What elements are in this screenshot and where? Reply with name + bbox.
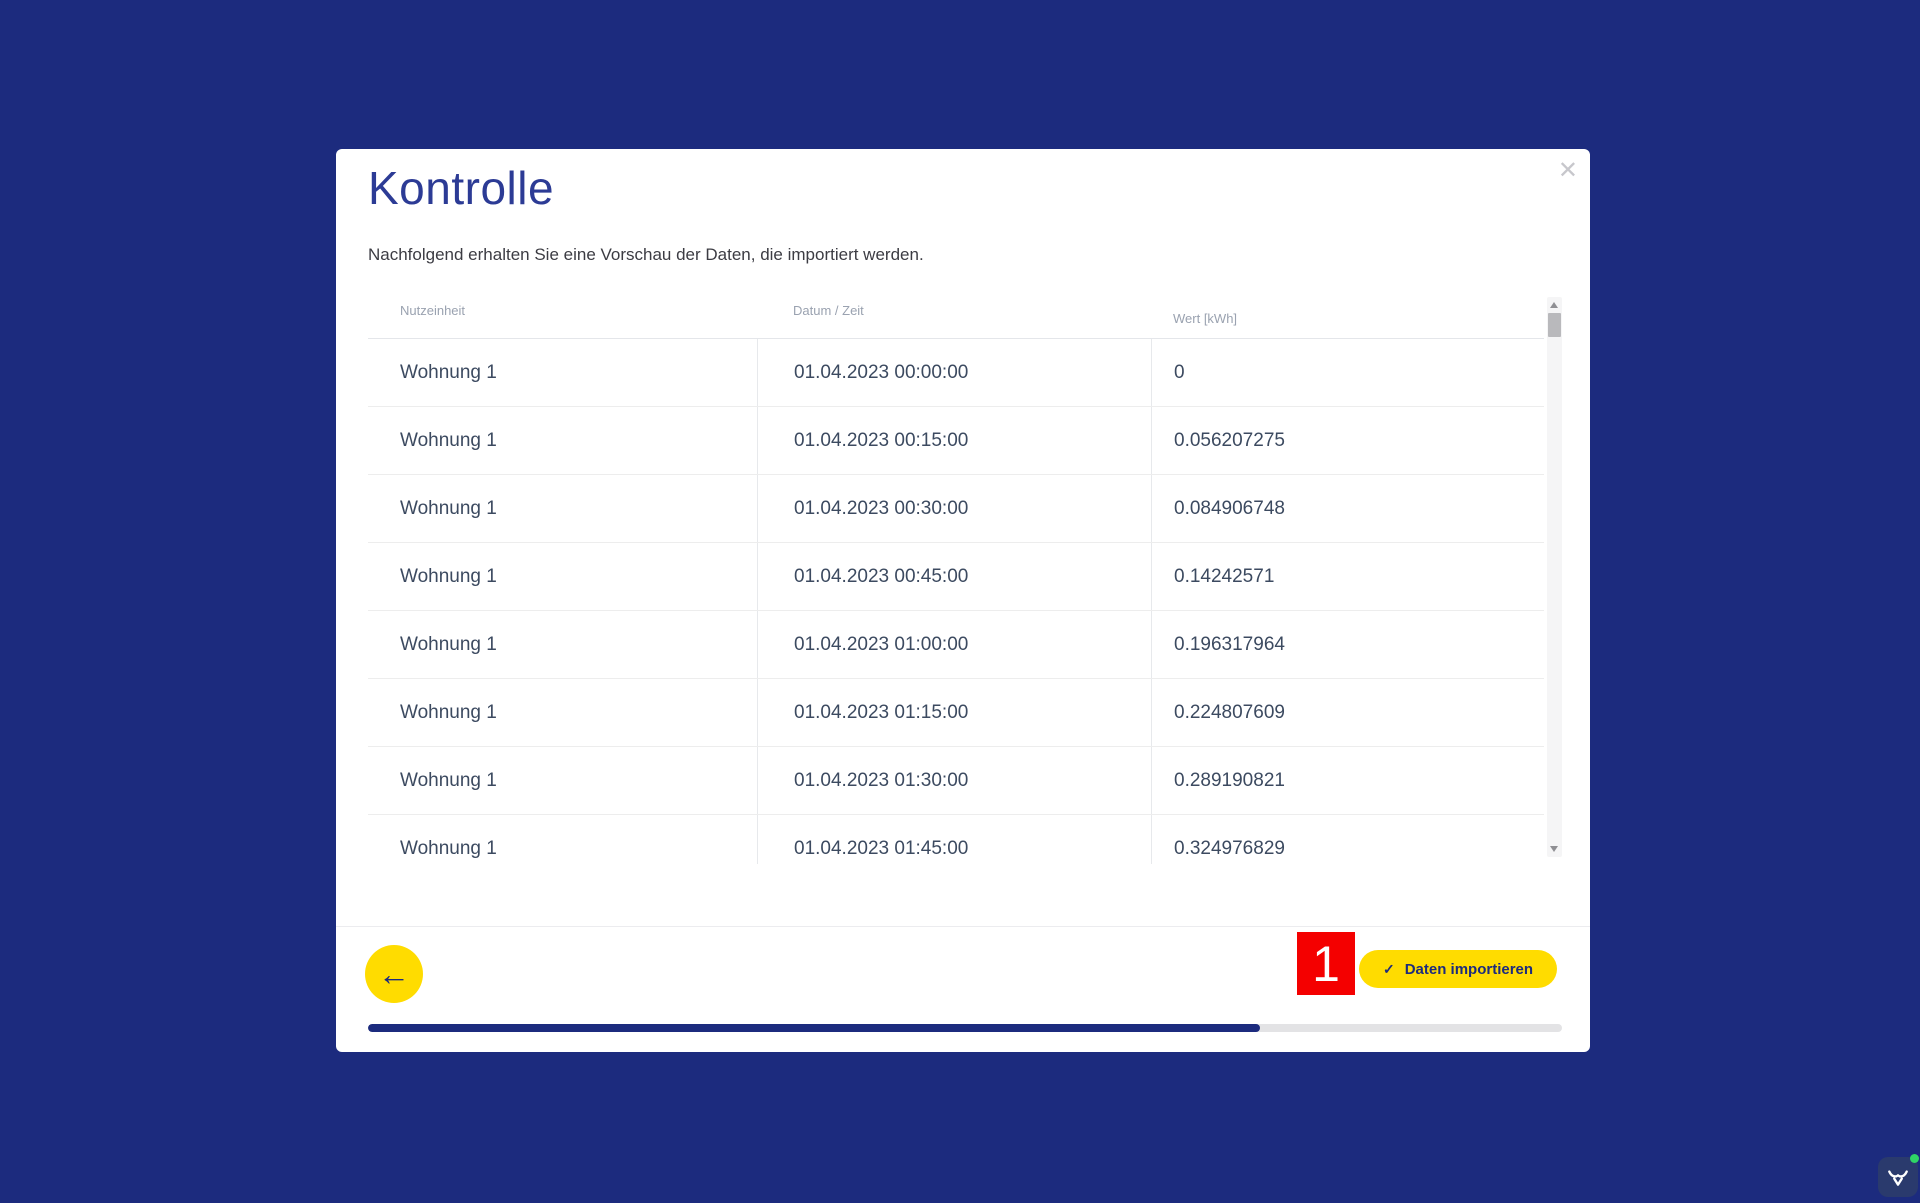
table-row: Wohnung 1 01.04.2023 00:45:00 0.14242571	[368, 543, 1544, 611]
cell-wert: 0.289190821	[1151, 747, 1544, 814]
column-header-datum-zeit: Datum / Zeit	[793, 303, 864, 318]
check-icon: ✓	[1382, 960, 1395, 977]
daten-importieren-button[interactable]: ✓ Daten importieren	[1359, 950, 1557, 988]
cell-nutzeinheit: Wohnung 1	[400, 429, 497, 451]
cell-wert: 0.196317964	[1151, 611, 1544, 678]
cell-wert: 0.324976829	[1151, 815, 1544, 864]
brand-logo-icon	[1888, 1170, 1908, 1186]
table-row: Wohnung 1 01.04.2023 01:00:00 0.19631796…	[368, 611, 1544, 679]
cell-datum-zeit: 01.04.2023 00:30:00	[757, 475, 1151, 542]
progress-fill	[368, 1024, 1260, 1032]
cell-nutzeinheit: Wohnung 1	[400, 769, 497, 791]
cell-datum-zeit: 01.04.2023 01:15:00	[757, 679, 1151, 746]
scroll-down-icon[interactable]	[1550, 846, 1558, 852]
data-preview-table: Nutzeinheit Datum / Zeit Wert [kWh] Wohn…	[368, 289, 1562, 864]
footer-divider	[336, 926, 1590, 927]
close-icon[interactable]: ✕	[1557, 157, 1578, 184]
wizard-progress-bar	[368, 1024, 1562, 1032]
cell-nutzeinheit: Wohnung 1	[400, 361, 497, 383]
preview-description: Nachfolgend erhalten Sie eine Vorschau d…	[368, 245, 924, 264]
cell-nutzeinheit: Wohnung 1	[400, 497, 497, 519]
table-row: Wohnung 1 01.04.2023 00:15:00 0.05620727…	[368, 407, 1544, 475]
table-row: Wohnung 1 01.04.2023 01:45:00 0.32497682…	[368, 815, 1544, 864]
step-badge: 1	[1297, 932, 1355, 995]
back-button[interactable]: ←	[365, 945, 423, 1003]
cell-wert: 0.056207275	[1151, 407, 1544, 474]
page-title: Kontrolle	[368, 162, 555, 214]
chat-widget-button[interactable]	[1878, 1154, 1919, 1197]
column-header-nutzeinheit: Nutzeinheit	[400, 303, 466, 318]
cell-nutzeinheit: Wohnung 1	[400, 633, 497, 655]
cell-wert: 0.14242571	[1151, 543, 1544, 610]
online-status-dot	[1910, 1154, 1919, 1163]
arrow-left-icon: ←	[378, 956, 410, 992]
table-row: Wohnung 1 01.04.2023 01:30:00 0.28919082…	[368, 747, 1544, 815]
cell-nutzeinheit: Wohnung 1	[400, 565, 497, 587]
table-row: Wohnung 1 01.04.2023 00:30:00 0.08490674…	[368, 475, 1544, 543]
table-header-row: Nutzeinheit Datum / Zeit Wert [kWh]	[368, 289, 1544, 338]
table-scrollbar[interactable]	[1547, 297, 1562, 857]
cell-datum-zeit: 01.04.2023 00:45:00	[757, 543, 1151, 610]
cell-wert: 0	[1151, 339, 1544, 406]
cell-datum-zeit: 01.04.2023 01:45:00	[757, 815, 1151, 864]
cell-datum-zeit: 01.04.2023 00:00:00	[757, 339, 1151, 406]
cell-wert: 0.084906748	[1151, 475, 1544, 542]
cell-wert: 0.224807609	[1151, 679, 1544, 746]
cell-datum-zeit: 01.04.2023 01:00:00	[757, 611, 1151, 678]
table-body: Wohnung 1 01.04.2023 00:00:00 0 Wohnung …	[368, 338, 1544, 864]
table-row: Wohnung 1 01.04.2023 00:00:00 0	[368, 339, 1544, 407]
scroll-up-icon[interactable]	[1550, 302, 1558, 308]
column-header-wert-kwh: Wert [kWh]	[1173, 311, 1238, 326]
kontrolle-dialog: ✕ Kontrolle Nachfolgend erhalten Sie ein…	[336, 149, 1590, 1052]
import-button-label: Daten importieren	[1404, 960, 1534, 978]
cell-datum-zeit: 01.04.2023 00:15:00	[757, 407, 1151, 474]
cell-nutzeinheit: Wohnung 1	[400, 701, 497, 723]
cell-nutzeinheit: Wohnung 1	[400, 837, 497, 859]
cell-datum-zeit: 01.04.2023 01:30:00	[757, 747, 1151, 814]
scrollbar-thumb[interactable]	[1548, 313, 1561, 337]
table-row: Wohnung 1 01.04.2023 01:15:00 0.22480760…	[368, 679, 1544, 747]
